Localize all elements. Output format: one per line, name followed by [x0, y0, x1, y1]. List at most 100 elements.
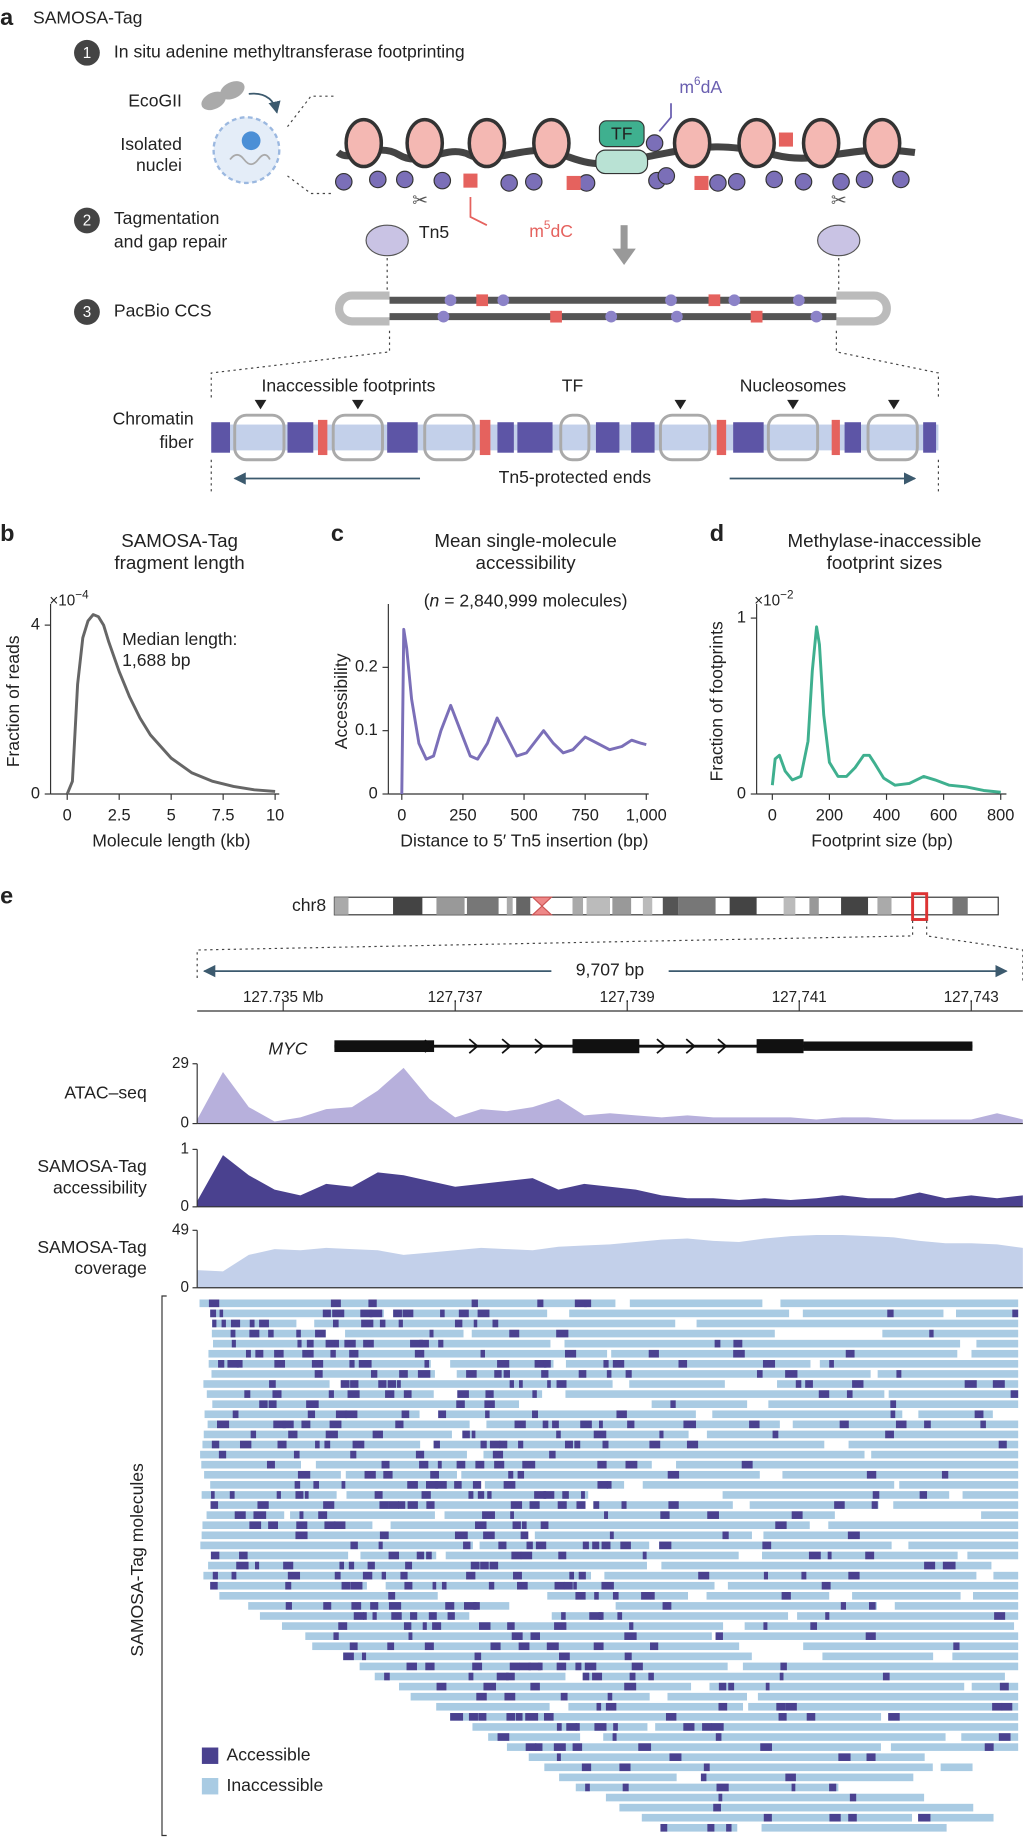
accessible-block — [558, 1652, 570, 1661]
accessible-block — [598, 1612, 604, 1620]
molecule — [200, 1541, 473, 1550]
accessible-block — [659, 1430, 664, 1439]
molecule — [462, 1430, 689, 1439]
accessible-block — [592, 1672, 603, 1681]
accessible-block — [668, 1501, 679, 1509]
accessible-block — [974, 1410, 984, 1419]
accessible-block — [785, 1773, 796, 1782]
accessible-block — [353, 1612, 365, 1620]
tn5 — [365, 224, 409, 257]
accessible-block — [650, 1592, 655, 1600]
accessible-block — [334, 1571, 341, 1580]
accessible-block — [283, 1561, 294, 1570]
accessible-block — [698, 1571, 710, 1580]
molecule — [212, 1400, 520, 1408]
accessible-block — [426, 1551, 432, 1560]
accessible-block — [547, 1380, 551, 1388]
accessible-block — [295, 1531, 308, 1540]
accessible-block — [358, 1360, 372, 1368]
band — [729, 897, 757, 915]
molecule — [211, 1370, 435, 1378]
block — [595, 422, 620, 453]
accessible-block — [454, 1319, 463, 1328]
panel-label: c — [331, 520, 344, 546]
legend-swatch — [201, 1747, 219, 1764]
accessible-block — [450, 1713, 464, 1721]
band — [516, 897, 531, 915]
nucleosome — [532, 117, 571, 169]
accessible-block — [468, 1713, 478, 1721]
molecule — [210, 1551, 349, 1560]
span-label: 9,707 bp — [576, 960, 645, 980]
accessible-block — [556, 1329, 569, 1338]
accessible-block — [391, 1612, 402, 1620]
x-tick-label: 0 — [397, 807, 406, 825]
accessible-block — [445, 1602, 455, 1610]
accessible-block — [543, 1491, 555, 1499]
y-tick-label: 0 — [31, 784, 40, 802]
accessible-block — [419, 1460, 429, 1469]
molecule — [565, 1360, 811, 1368]
exons — [334, 1039, 973, 1054]
accessible-block — [573, 1581, 577, 1590]
accessible-block — [612, 1733, 617, 1741]
accessible-block — [575, 1662, 582, 1671]
accessible-block — [477, 1491, 485, 1499]
tn5-label: Tn5 — [419, 222, 450, 242]
accessible-block — [485, 1410, 490, 1419]
nucleolus — [241, 131, 261, 151]
accessible-block — [558, 1551, 567, 1560]
accessible-block — [350, 1541, 358, 1550]
enzyme-icon — [220, 81, 245, 100]
molecule — [763, 1531, 1019, 1540]
molecule — [438, 1410, 696, 1419]
track-label: accessibility — [53, 1177, 147, 1197]
accessible-block — [230, 1319, 241, 1328]
line-series — [770, 625, 1001, 794]
enzyme-icon — [201, 91, 226, 111]
accessible-block — [454, 1481, 462, 1489]
accessible-block — [964, 1380, 977, 1388]
accessible-block — [560, 1692, 568, 1701]
molecule — [722, 1491, 950, 1499]
accessible-block — [601, 1541, 611, 1550]
accessible-block — [624, 1682, 637, 1691]
band — [572, 897, 584, 915]
accessible-block — [410, 1339, 423, 1348]
molecule — [219, 1592, 438, 1600]
block — [923, 422, 937, 453]
m5dc — [831, 419, 840, 456]
accessible-block — [395, 1420, 404, 1429]
band — [506, 897, 513, 915]
accessible-block — [683, 1420, 696, 1429]
accessible-block — [398, 1319, 403, 1328]
molecule — [604, 1571, 977, 1580]
nucleosome — [737, 117, 776, 169]
accessible-block — [210, 1309, 217, 1318]
m5dc — [750, 310, 763, 323]
accessible-block — [557, 1501, 567, 1509]
accessible-block — [435, 1481, 447, 1489]
accessible-block — [302, 1349, 314, 1358]
accessible-block — [471, 1430, 476, 1439]
accessible-block — [328, 1390, 334, 1398]
x-tick-label: 200 — [816, 807, 843, 825]
accessible-block — [296, 1329, 301, 1338]
nucleosome — [866, 413, 919, 462]
accessible-block — [700, 1773, 707, 1782]
accessible-block — [415, 1450, 425, 1459]
molecule — [712, 1410, 903, 1419]
molecule — [569, 1309, 790, 1318]
molecule — [748, 1702, 1019, 1711]
x-tick-label: 400 — [873, 807, 900, 825]
accessible-block — [239, 1440, 252, 1449]
chart-title: accessibility — [476, 552, 577, 573]
y-tick-label: 29 — [172, 1055, 189, 1072]
accessible-block — [537, 1299, 544, 1308]
m6da-base: m — [679, 77, 694, 97]
molecule — [305, 1632, 712, 1640]
molecule — [202, 1440, 421, 1449]
pointers — [254, 399, 900, 410]
accessible-block — [852, 1380, 864, 1388]
accessible-block — [407, 1501, 418, 1509]
